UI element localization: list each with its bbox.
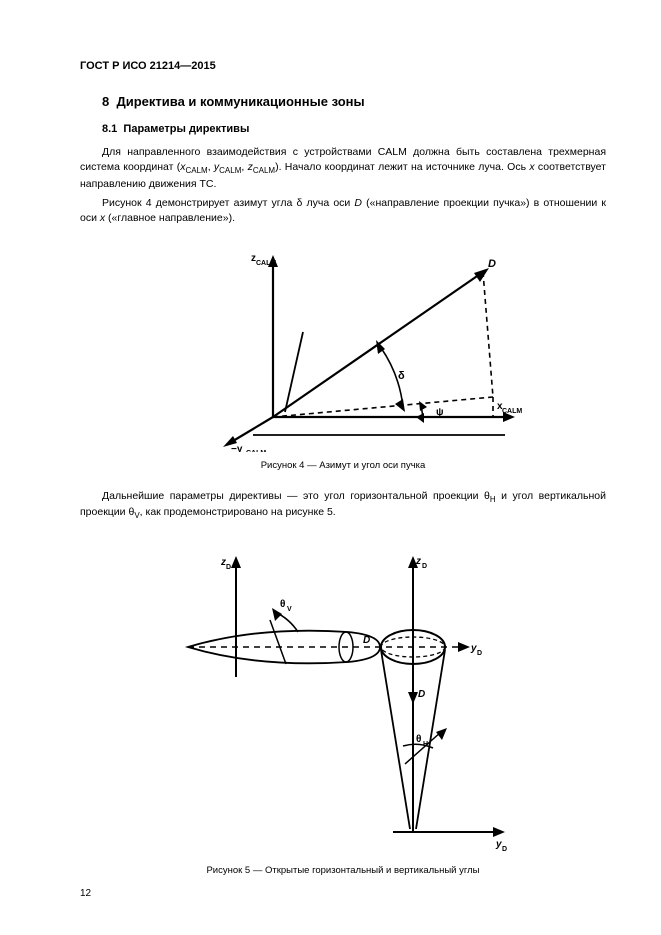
svg-text:D: D — [226, 564, 231, 571]
svg-text:ψ: ψ — [436, 407, 444, 418]
section-number: 8 — [102, 94, 109, 109]
svg-text:−y: −y — [231, 444, 243, 452]
subsection-title: 8.1 Параметры директивы — [80, 123, 606, 135]
figure-4: z CALM x CALM −y CALM D δ ψ — [153, 237, 533, 452]
section-heading: Директива и коммуникационные зоны — [116, 94, 364, 109]
svg-text:θ: θ — [416, 734, 421, 745]
paragraph-1: Для направленного взаимодействия с устро… — [80, 145, 606, 192]
figure-4-container: z CALM x CALM −y CALM D δ ψ — [80, 237, 606, 452]
svg-text:CALM: CALM — [246, 450, 266, 452]
svg-text:CALM: CALM — [256, 260, 276, 267]
figure-4-caption: Рисунок 4 — Азимут и угол оси пучка — [80, 460, 606, 471]
svg-text:D: D — [418, 689, 425, 700]
page-number: 12 — [80, 888, 91, 899]
subsection-number: 8.1 — [102, 123, 117, 135]
section-title: 8 Директива и коммуникационные зоны — [80, 94, 606, 109]
figure-5-container: z D y D D θ V z D y D D — [80, 532, 606, 857]
svg-text:H: H — [423, 741, 428, 748]
paragraph-2: Рисунок 4 демонстрирует азимут угла δ лу… — [80, 196, 606, 226]
svg-text:y: y — [470, 643, 477, 654]
figure-5-caption: Рисунок 5 — Открытые горизонтальный и ве… — [80, 865, 606, 876]
paragraph-3: Дальнейшие параметры директивы — это уго… — [80, 489, 606, 522]
svg-text:D: D — [488, 258, 496, 270]
svg-text:D: D — [477, 650, 482, 657]
document-code: ГОСТ Р ИСО 21214—2015 — [80, 60, 606, 72]
svg-text:CALM: CALM — [502, 408, 522, 415]
svg-text:y: y — [495, 839, 502, 850]
figure-5: z D y D D θ V z D y D D — [158, 532, 528, 857]
svg-text:D: D — [363, 635, 370, 646]
svg-text:D: D — [422, 563, 427, 570]
svg-text:V: V — [287, 606, 292, 613]
svg-text:z: z — [415, 556, 421, 567]
svg-text:D: D — [502, 846, 507, 853]
svg-text:θ: θ — [280, 599, 285, 610]
svg-text:δ: δ — [398, 370, 405, 382]
subsection-heading: Параметры директивы — [123, 123, 249, 135]
